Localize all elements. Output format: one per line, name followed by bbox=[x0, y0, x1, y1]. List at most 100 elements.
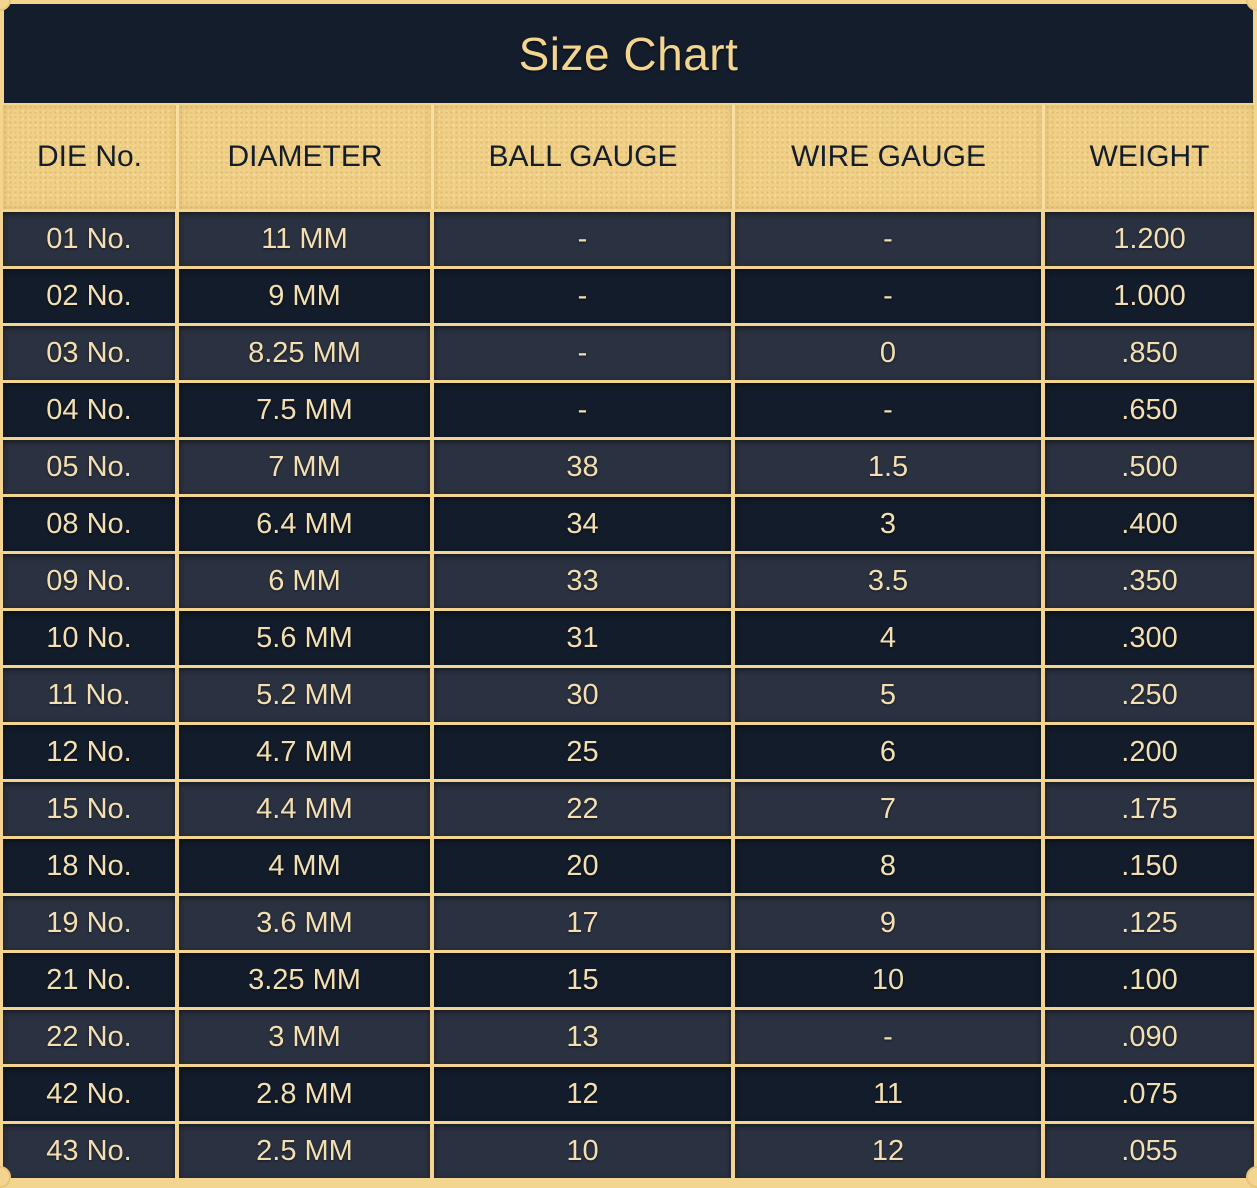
ball-gauge-cell: 22 bbox=[434, 779, 735, 836]
table-row: 43 No. 2.5 MM 10 12.055 bbox=[3, 1121, 1254, 1178]
diameter-cell: 4.4 MM bbox=[179, 779, 434, 836]
table-body: 01 No. 11 MM - -1.200 02 No. 9 MM - -1.000 03 No… bbox=[3, 209, 1254, 1178]
wire-gauge-cell: - bbox=[735, 1007, 1045, 1064]
column-header-ball-gauge: BALL GAUGE bbox=[434, 105, 735, 209]
ball-gauge-cell: 13 bbox=[434, 1007, 735, 1064]
title-bar: Size Chart bbox=[4, 4, 1253, 103]
diameter-cell: 5.6 MM bbox=[179, 608, 434, 665]
wire-gauge-cell: 10 bbox=[735, 950, 1045, 1007]
ball-gauge-cell: - bbox=[434, 380, 735, 437]
weight-cell: .100 bbox=[1045, 950, 1254, 1007]
table-row: 18 No. 4 MM 20 8.150 bbox=[3, 836, 1254, 893]
header-row: DIE No. DIAMETER BALL GAUGE WIRE GAUGE W… bbox=[3, 105, 1254, 209]
ball-gauge-cell: - bbox=[434, 323, 735, 380]
wire-gauge-cell: 12 bbox=[735, 1121, 1045, 1178]
wire-gauge-cell: 7 bbox=[735, 779, 1045, 836]
ball-gauge-cell: 10 bbox=[434, 1121, 735, 1178]
wire-gauge-cell: 3 bbox=[735, 494, 1045, 551]
ball-gauge-cell: 17 bbox=[434, 893, 735, 950]
weight-cell: .075 bbox=[1045, 1064, 1254, 1121]
wire-gauge-cell: 8 bbox=[735, 836, 1045, 893]
table-row: 02 No. 9 MM - -1.000 bbox=[3, 266, 1254, 323]
page-title: Size Chart bbox=[518, 27, 739, 80]
wire-gauge-cell: 5 bbox=[735, 665, 1045, 722]
weight-cell: 1.000 bbox=[1045, 266, 1254, 323]
wire-gauge-cell: - bbox=[735, 209, 1045, 266]
table-row: 10 No. 5.6 MM 31 4.300 bbox=[3, 608, 1254, 665]
die-no-cell: 10 No. bbox=[3, 608, 179, 665]
table-row: 05 No. 7 MM 38 1.5.500 bbox=[3, 437, 1254, 494]
table-row: 21 No. 3.25 MM 15 10.100 bbox=[3, 950, 1254, 1007]
die-no-cell: 43 No. bbox=[3, 1121, 179, 1178]
weight-cell: .850 bbox=[1045, 323, 1254, 380]
ball-gauge-cell: 38 bbox=[434, 437, 735, 494]
column-header-weight: WEIGHT bbox=[1045, 105, 1254, 209]
weight-cell: .300 bbox=[1045, 608, 1254, 665]
diameter-cell: 6 MM bbox=[179, 551, 434, 608]
wire-gauge-cell: 3.5 bbox=[735, 551, 1045, 608]
diameter-cell: 9 MM bbox=[179, 266, 434, 323]
die-no-cell: 09 No. bbox=[3, 551, 179, 608]
weight-cell: .250 bbox=[1045, 665, 1254, 722]
column-header-die-no: DIE No. bbox=[3, 105, 179, 209]
wire-gauge-cell: - bbox=[735, 266, 1045, 323]
diameter-cell: 11 MM bbox=[179, 209, 434, 266]
wire-gauge-cell: 9 bbox=[735, 893, 1045, 950]
diameter-cell: 6.4 MM bbox=[179, 494, 434, 551]
diameter-cell: 4 MM bbox=[179, 836, 434, 893]
diameter-cell: 3.6 MM bbox=[179, 893, 434, 950]
table-row: 19 No. 3.6 MM 17 9.125 bbox=[3, 893, 1254, 950]
column-header-wire-gauge: WIRE GAUGE bbox=[735, 105, 1045, 209]
wire-gauge-cell: 11 bbox=[735, 1064, 1045, 1121]
diameter-cell: 2.8 MM bbox=[179, 1064, 434, 1121]
corner-ornament bbox=[1246, 1166, 1257, 1188]
weight-cell: .175 bbox=[1045, 779, 1254, 836]
weight-cell: .400 bbox=[1045, 494, 1254, 551]
wire-gauge-cell: 0 bbox=[735, 323, 1045, 380]
ball-gauge-cell: 31 bbox=[434, 608, 735, 665]
wire-gauge-cell: 6 bbox=[735, 722, 1045, 779]
ball-gauge-cell: 15 bbox=[434, 950, 735, 1007]
die-no-cell: 05 No. bbox=[3, 437, 179, 494]
table-row: 03 No. 8.25 MM -0.850 bbox=[3, 323, 1254, 380]
die-no-cell: 22 No. bbox=[3, 1007, 179, 1064]
ball-gauge-cell: 20 bbox=[434, 836, 735, 893]
weight-cell: .090 bbox=[1045, 1007, 1254, 1064]
wire-gauge-cell: 4 bbox=[735, 608, 1045, 665]
diameter-cell: 8.25 MM bbox=[179, 323, 434, 380]
column-header-diameter: DIAMETER bbox=[179, 105, 434, 209]
weight-cell: .055 bbox=[1045, 1121, 1254, 1178]
weight-cell: .125 bbox=[1045, 893, 1254, 950]
weight-cell: .200 bbox=[1045, 722, 1254, 779]
ball-gauge-cell: 12 bbox=[434, 1064, 735, 1121]
ball-gauge-cell: 33 bbox=[434, 551, 735, 608]
wire-gauge-cell: 1.5 bbox=[735, 437, 1045, 494]
diameter-cell: 3 MM bbox=[179, 1007, 434, 1064]
table-row: 42 No. 2.8 MM 12 11.075 bbox=[3, 1064, 1254, 1121]
die-no-cell: 03 No. bbox=[3, 323, 179, 380]
table-row: 01 No. 11 MM - -1.200 bbox=[3, 209, 1254, 266]
table-row: 09 No. 6 MM 33 3.5.350 bbox=[3, 551, 1254, 608]
die-no-cell: 19 No. bbox=[3, 893, 179, 950]
die-no-cell: 04 No. bbox=[3, 380, 179, 437]
table-row: 12 No. 4.7 MM 25 6.200 bbox=[3, 722, 1254, 779]
ball-gauge-cell: 25 bbox=[434, 722, 735, 779]
weight-cell: .500 bbox=[1045, 437, 1254, 494]
weight-cell: .150 bbox=[1045, 836, 1254, 893]
die-no-cell: 21 No. bbox=[3, 950, 179, 1007]
wire-gauge-cell: - bbox=[735, 380, 1045, 437]
die-no-cell: 42 No. bbox=[3, 1064, 179, 1121]
ball-gauge-cell: 34 bbox=[434, 494, 735, 551]
diameter-cell: 4.7 MM bbox=[179, 722, 434, 779]
table-row: 11 No. 5.2 MM 30 5.250 bbox=[3, 665, 1254, 722]
die-no-cell: 02 No. bbox=[3, 266, 179, 323]
die-no-cell: 18 No. bbox=[3, 836, 179, 893]
table-row: 15 No. 4.4 MM 22 7.175 bbox=[3, 779, 1254, 836]
die-no-cell: 11 No. bbox=[3, 665, 179, 722]
ball-gauge-cell: 30 bbox=[434, 665, 735, 722]
diameter-cell: 2.5 MM bbox=[179, 1121, 434, 1178]
diameter-cell: 7.5 MM bbox=[179, 380, 434, 437]
diameter-cell: 3.25 MM bbox=[179, 950, 434, 1007]
die-no-cell: 15 No. bbox=[3, 779, 179, 836]
